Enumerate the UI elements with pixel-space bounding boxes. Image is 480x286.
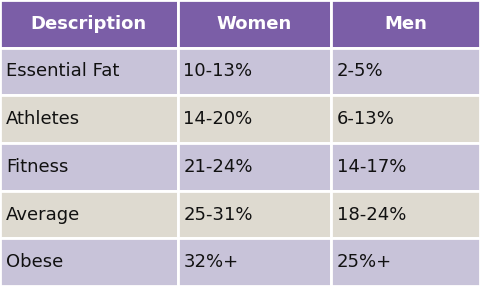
Bar <box>178 191 331 238</box>
Text: 18-24%: 18-24% <box>337 206 407 223</box>
Text: Women: Women <box>217 15 292 33</box>
Bar <box>331 238 480 286</box>
Text: 25%+: 25%+ <box>337 253 392 271</box>
Text: Average: Average <box>6 206 80 223</box>
Text: 10-13%: 10-13% <box>183 63 252 80</box>
Text: 2-5%: 2-5% <box>337 63 384 80</box>
Text: Description: Description <box>31 15 147 33</box>
Bar <box>0 48 178 95</box>
Text: Obese: Obese <box>6 253 63 271</box>
Bar <box>0 95 178 143</box>
Bar <box>0 143 178 191</box>
Bar <box>331 48 480 95</box>
Text: 25-31%: 25-31% <box>183 206 253 223</box>
Text: Fitness: Fitness <box>6 158 68 176</box>
Text: 21-24%: 21-24% <box>183 158 253 176</box>
Bar <box>0 238 178 286</box>
Bar <box>178 143 331 191</box>
Text: 32%+: 32%+ <box>183 253 239 271</box>
Text: Men: Men <box>384 15 427 33</box>
Bar <box>178 48 331 95</box>
Text: Athletes: Athletes <box>6 110 80 128</box>
Bar <box>0 191 178 238</box>
Bar <box>178 0 331 48</box>
Bar <box>178 95 331 143</box>
Bar <box>0 0 178 48</box>
Bar <box>331 0 480 48</box>
Bar <box>178 238 331 286</box>
Text: 14-20%: 14-20% <box>183 110 252 128</box>
Text: 6-13%: 6-13% <box>337 110 395 128</box>
Bar <box>331 191 480 238</box>
Text: 14-17%: 14-17% <box>337 158 407 176</box>
Text: Essential Fat: Essential Fat <box>6 63 119 80</box>
Bar <box>331 143 480 191</box>
Bar <box>331 95 480 143</box>
